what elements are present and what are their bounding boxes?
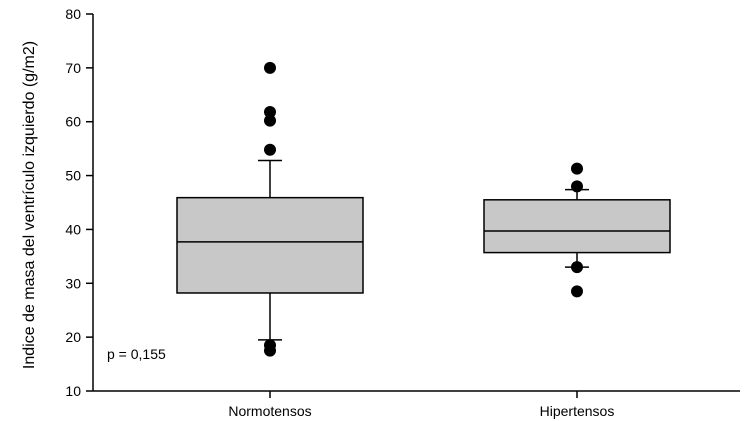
- outlier-point: [264, 106, 276, 119]
- box-group-normotensos: [176, 61, 364, 357]
- y-tick-label: 20: [65, 329, 81, 345]
- y-tick-label: 80: [65, 6, 81, 22]
- axes: 10 20 30 40 50 60 70 80 Normotensos Hipertensos: [65, 6, 740, 419]
- x-tick-label: Normotensos: [228, 403, 311, 419]
- outlier-point: [571, 180, 583, 193]
- outlier-point: [571, 261, 583, 274]
- outlier-point: [264, 61, 276, 74]
- outlier-point: [264, 339, 276, 352]
- outlier-point: [264, 114, 276, 127]
- box-group-hipertensos: [483, 162, 671, 298]
- box: [483, 199, 671, 254]
- box: [176, 196, 364, 294]
- outlier-point: [571, 162, 583, 175]
- y-tick-label: 10: [65, 383, 81, 399]
- boxes: [176, 61, 671, 357]
- y-tick-label: 50: [65, 168, 81, 184]
- y-tick-label: 30: [65, 275, 81, 291]
- x-tick-label: Hipertensos: [540, 403, 615, 419]
- y-tick-label: 60: [65, 114, 81, 130]
- p-value-annotation: p = 0,155: [107, 346, 166, 362]
- outlier-point: [571, 285, 583, 298]
- y-tick-label: 70: [65, 60, 81, 76]
- y-tick-label: 40: [65, 221, 81, 237]
- y-axis-label: Indice de masa del ventrículo izquierdo …: [21, 41, 38, 369]
- outlier-point: [264, 143, 276, 156]
